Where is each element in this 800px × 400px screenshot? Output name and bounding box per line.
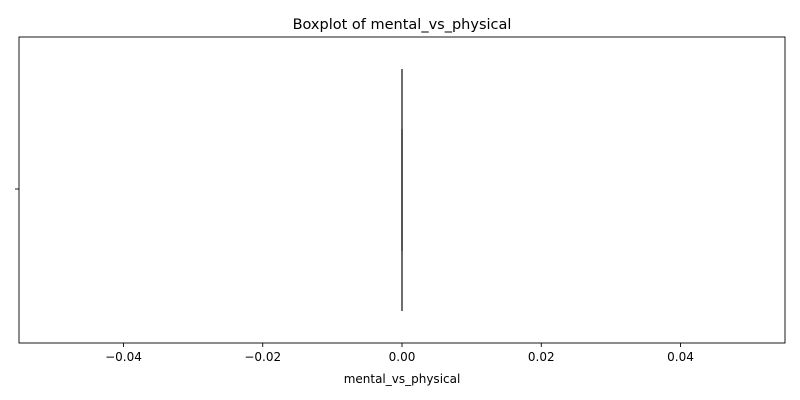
x-axis-ticks: −0.04 −0.02 0.00 0.02 0.04 [105,343,694,364]
x-tick-label: 0.04 [667,350,694,364]
chart-title: Boxplot of mental_vs_physical [293,17,512,33]
x-tick-label: −0.04 [105,350,142,364]
x-tick-label: −0.02 [244,350,281,364]
x-tick-label: 0.00 [389,350,416,364]
x-tick-label: 0.02 [528,350,555,364]
x-axis-label: mental_vs_physical [344,372,461,386]
